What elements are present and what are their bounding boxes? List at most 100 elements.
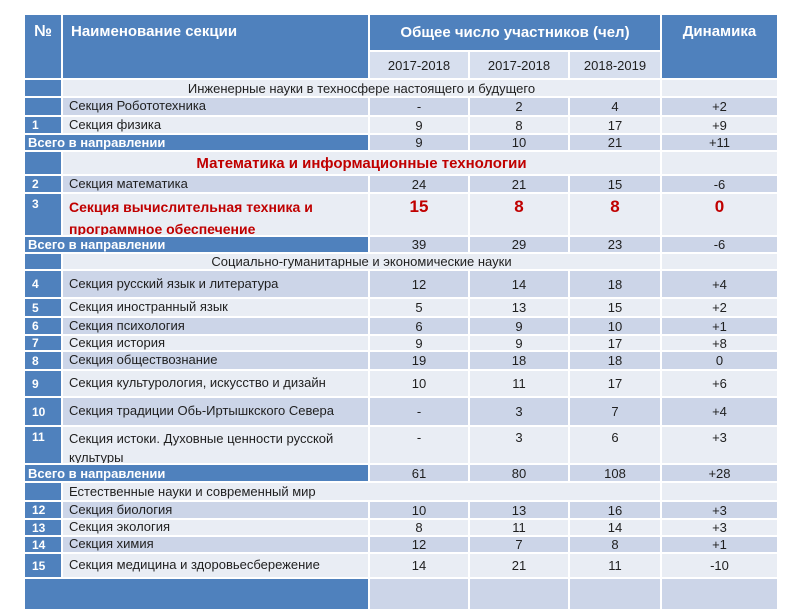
participants-value-cell: 9	[370, 336, 468, 350]
participants-value-cell: 9	[370, 135, 468, 150]
section-name-cell: Секция культурология, искусство и дизайн	[63, 371, 368, 396]
dynamics-value-cell: +28	[662, 465, 777, 481]
table-row: 3 Секция вычислительная техника и програм…	[25, 194, 777, 235]
dynamics-value-cell: +4	[662, 271, 777, 297]
participants-value-cell: 15	[370, 194, 468, 235]
participants-value-cell: 10	[370, 502, 468, 518]
participants-value-cell: 61	[370, 465, 468, 481]
table-row: 2 Секция математика 24 21 15 -6	[25, 176, 777, 192]
participants-value-cell: 12	[370, 271, 468, 297]
participants-value-cell	[570, 579, 660, 609]
section-name-cell: Секция иностранный язык	[63, 299, 368, 316]
participants-value-cell: 21	[470, 176, 568, 192]
row-number-cell: 3	[25, 194, 61, 235]
direction-header-cell: Социально-гуманитарные и экономические н…	[63, 254, 660, 269]
participants-value-cell: 108	[570, 465, 660, 481]
row-number-cell: 12	[25, 502, 61, 518]
row-number-cell: 15	[25, 554, 61, 577]
table-row: 5 Секция иностранный язык 5 13 15 +2	[25, 299, 777, 316]
dynamics-value-cell	[662, 483, 777, 500]
table-row: Математика и информационные технологии	[25, 152, 777, 174]
total-label-cell: Всего в направлении	[25, 465, 368, 481]
direction-header-cell: Математика и информационные технологии	[63, 152, 660, 174]
participants-value-cell: 14	[370, 554, 468, 577]
participants-value-cell: 8	[470, 194, 568, 235]
row-number-cell	[25, 80, 61, 96]
participants-value-cell: 11	[470, 520, 568, 535]
participants-value-cell: 6	[370, 318, 468, 334]
row-number-cell: 5	[25, 299, 61, 316]
section-name-cell: Секция физика	[63, 117, 368, 133]
table-row: Секция Робототехника -2 4 +2	[25, 98, 777, 115]
col-header-year-1: 2017-2018	[370, 52, 468, 78]
participants-value-cell: 7	[570, 398, 660, 425]
table-row: 11 Секция истоки. Духовные ценности русск…	[25, 427, 777, 463]
participants-value-cell: 3	[470, 398, 568, 425]
dynamics-value-cell: +3	[662, 520, 777, 535]
participants-value-cell: 8	[470, 117, 568, 133]
dynamics-value-cell: +1	[662, 537, 777, 552]
dynamics-value-cell: +2	[662, 299, 777, 316]
total-label-cell	[25, 579, 368, 609]
section-name-cell: Секция медицина и здоровьесбережение	[63, 554, 368, 577]
participants-value-cell: 2	[470, 98, 568, 115]
dynamics-value-cell: -6	[662, 237, 777, 252]
dynamics-value-cell	[662, 579, 777, 609]
row-number-cell: 2	[25, 176, 61, 192]
row-number-cell: 1	[25, 117, 61, 133]
row-number-cell: 11	[25, 427, 61, 463]
participants-value-cell: 9	[470, 336, 568, 350]
participants-value-cell: 8	[570, 194, 660, 235]
participants-value-cell: -	[370, 427, 468, 463]
participants-value-cell: 13	[470, 299, 568, 316]
dynamics-value-cell: +4	[662, 398, 777, 425]
participants-value-cell: 17	[570, 117, 660, 133]
participants-value-cell: 9	[470, 318, 568, 334]
row-number-cell: 8	[25, 352, 61, 369]
participants-value-cell: 6	[570, 427, 660, 463]
row-number-cell	[25, 152, 61, 174]
table-row: Естественные науки и современный мир	[25, 483, 777, 500]
participants-value-cell: 10	[470, 135, 568, 150]
dynamics-value-cell: +6	[662, 371, 777, 396]
table-header: № Наименование секции Общее число участн…	[25, 15, 777, 78]
table-row: Всего в направлении 39 29 23 -6	[25, 237, 777, 252]
participants-value-cell: 21	[470, 554, 568, 577]
direction-header-cell: Инженерные науки в техносфере настоящего…	[63, 80, 660, 96]
table-row: 9 Секция культурология, искусство и дизай…	[25, 371, 777, 396]
row-number-cell: 6	[25, 318, 61, 334]
section-name-cell: Секция Робототехника	[63, 98, 368, 115]
dynamics-value-cell: -6	[662, 176, 777, 192]
dynamics-value-cell: +1	[662, 318, 777, 334]
dynamics-value-cell	[662, 80, 777, 96]
table-row: Всего в направлении 9 10 21 +11	[25, 135, 777, 150]
section-name-cell: Секция история	[63, 336, 368, 350]
section-name-cell: Секция биология	[63, 502, 368, 518]
participants-value-cell: -	[370, 98, 468, 115]
dynamics-value-cell: +11	[662, 135, 777, 150]
row-number-cell	[25, 98, 61, 115]
section-name-cell: Секция русский язык и литература	[63, 271, 368, 297]
section-name-cell: Секция вычислительная техника и программ…	[63, 194, 368, 235]
participants-value-cell: 29	[470, 237, 568, 252]
col-header-num: №	[25, 15, 61, 78]
participants-value-cell: 15	[570, 176, 660, 192]
participants-value-cell: 8	[570, 537, 660, 552]
dynamics-value-cell	[662, 254, 777, 269]
section-name-cell: Секция психология	[63, 318, 368, 334]
table-row: Социально-гуманитарные и экономические н…	[25, 254, 777, 269]
dynamics-value-cell: +3	[662, 502, 777, 518]
row-number-cell: 7	[25, 336, 61, 350]
dynamics-value-cell: 0	[662, 194, 777, 235]
direction-header-cell: Естественные науки и современный мир	[63, 483, 660, 500]
table-row: 4 Секция русский язык и литература 12 14 18 +…	[25, 271, 777, 297]
participants-value-cell	[470, 579, 568, 609]
table-row: 10 Секция традиции Обь-Иртышкского Севера…	[25, 398, 777, 425]
participants-value-cell: 18	[470, 352, 568, 369]
participants-value-cell: 21	[570, 135, 660, 150]
section-name-cell: Секция математика	[63, 176, 368, 192]
table-body: Инженерные науки в техносфере настоящего…	[25, 80, 777, 609]
section-name-cell: Секция традиции Обь-Иртышкского Севера	[63, 398, 368, 425]
section-name-cell: Секция обществознание	[63, 352, 368, 369]
participants-value-cell: 15	[570, 299, 660, 316]
